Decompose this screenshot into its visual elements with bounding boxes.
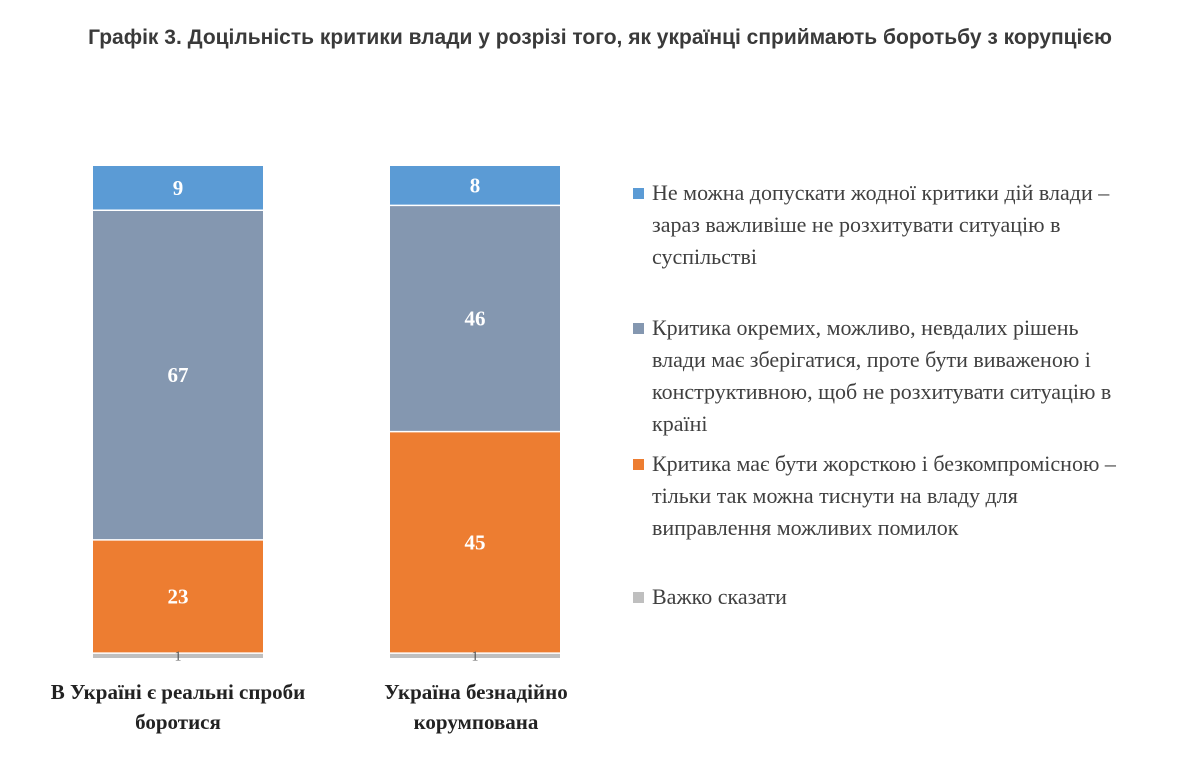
category-label-1: Україна безнадійно корумпована [384, 680, 568, 734]
legend-item-3: Важко сказати [633, 581, 1153, 613]
legend-item-2: Критика має бути жорсткою і безкомпроміс… [633, 448, 1153, 544]
legend-swatch [633, 459, 644, 470]
bar-segment-0-1 [93, 210, 263, 540]
bar-segment-0-3 [93, 653, 263, 658]
bar-segment-1-2 [390, 431, 560, 654]
data-label-0-3: 1 [175, 650, 182, 665]
data-label-0-0: 9 [173, 176, 184, 200]
legend-swatch [633, 592, 644, 603]
data-label-1-1: 46 [465, 307, 486, 331]
bar-segment-0-2 [93, 539, 263, 654]
legend-label: Важко сказати [652, 584, 787, 609]
legend-label: Не можна допускати жодної критики дій вл… [652, 180, 1110, 269]
bar-segment-0-0 [93, 166, 263, 211]
data-label-0-1: 67 [168, 363, 189, 387]
legend-item-0: Не можна допускати жодної критики дій вл… [633, 177, 1153, 273]
data-label-1-3: 1 [472, 650, 479, 665]
bar-segment-1-1 [390, 205, 560, 432]
category-label-0: В Україні є реальні спроби боротися [50, 680, 306, 734]
bar-segment-1-0 [390, 166, 560, 206]
legend-swatch [633, 188, 644, 199]
legend-swatch [633, 323, 644, 334]
legend-label: Критика має бути жорсткою і безкомпроміс… [652, 451, 1116, 540]
legend-label: Критика окремих, можливо, невдалих рішен… [652, 315, 1112, 436]
bar-segment-1-3 [390, 653, 560, 658]
legend-item-1: Критика окремих, можливо, невдалих рішен… [633, 312, 1153, 440]
stacked-bar-chart: 9 67 23 1 8 46 45 1 [93, 166, 560, 665]
data-label-0-2: 23 [168, 585, 189, 609]
data-label-1-0: 8 [470, 174, 481, 198]
chart-title: Графік 3. Доцільність критики влади у ро… [88, 26, 1112, 49]
data-label-1-2: 45 [465, 530, 486, 554]
